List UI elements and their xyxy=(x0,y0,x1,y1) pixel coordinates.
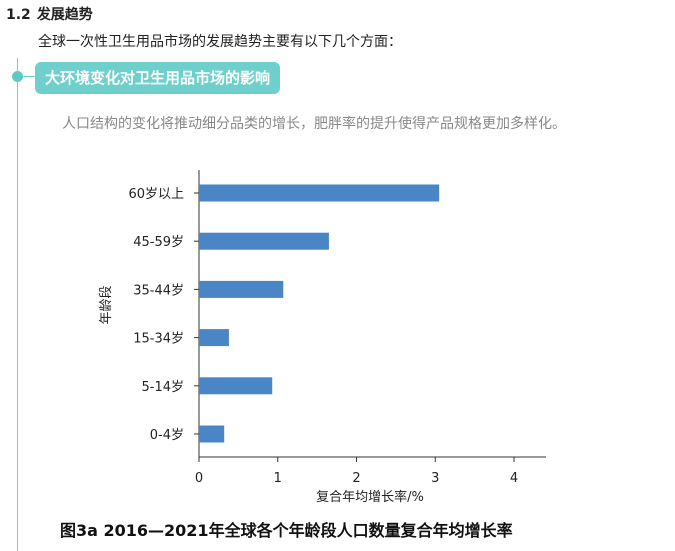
timeline-dot xyxy=(12,71,23,82)
y-tick-label: 35-44岁 xyxy=(133,283,184,298)
y-tick-label: 15-34岁 xyxy=(133,332,184,347)
x-axis-label: 复合年均增长率/% xyxy=(316,489,424,505)
section-heading: 1.2 发展趋势 xyxy=(6,4,93,24)
y-tick-label: 60岁以上 xyxy=(128,187,184,202)
bar xyxy=(199,329,229,347)
topic-tag: 大环境变化对卫生用品市场的影响 xyxy=(35,62,281,94)
bar xyxy=(199,280,284,298)
section-number: 1.2 xyxy=(6,7,31,23)
figure-caption: 图3a 2016—2021年全球各个年龄段人口数量复合年均增长率 xyxy=(60,521,513,540)
intro-text: 全球一次性卫生用品市场的发展趋势主要有以下几个方面： xyxy=(38,34,402,50)
x-tick-label: 3 xyxy=(431,471,439,486)
y-tick-label: 5-14岁 xyxy=(141,380,184,395)
y-tick-label: 0-4岁 xyxy=(150,428,184,443)
bar xyxy=(199,377,273,395)
x-tick-label: 4 xyxy=(510,471,518,486)
y-tick-label: 45-59岁 xyxy=(133,235,184,250)
timeline-connector xyxy=(22,76,38,77)
section-title: 发展趋势 xyxy=(36,7,93,23)
x-tick-label: 2 xyxy=(352,471,360,486)
y-axis-label: 年龄段 xyxy=(99,285,114,324)
bar xyxy=(199,232,329,250)
x-tick-label: 1 xyxy=(274,471,282,486)
timeline-line xyxy=(17,58,18,551)
bar xyxy=(199,184,440,202)
bar xyxy=(199,425,225,443)
x-tick-label: 0 xyxy=(195,471,203,486)
description-text: 人口结构的变化将推动细分品类的增长，肥胖率的提升使得产品规格更加多样化。 xyxy=(62,116,566,132)
